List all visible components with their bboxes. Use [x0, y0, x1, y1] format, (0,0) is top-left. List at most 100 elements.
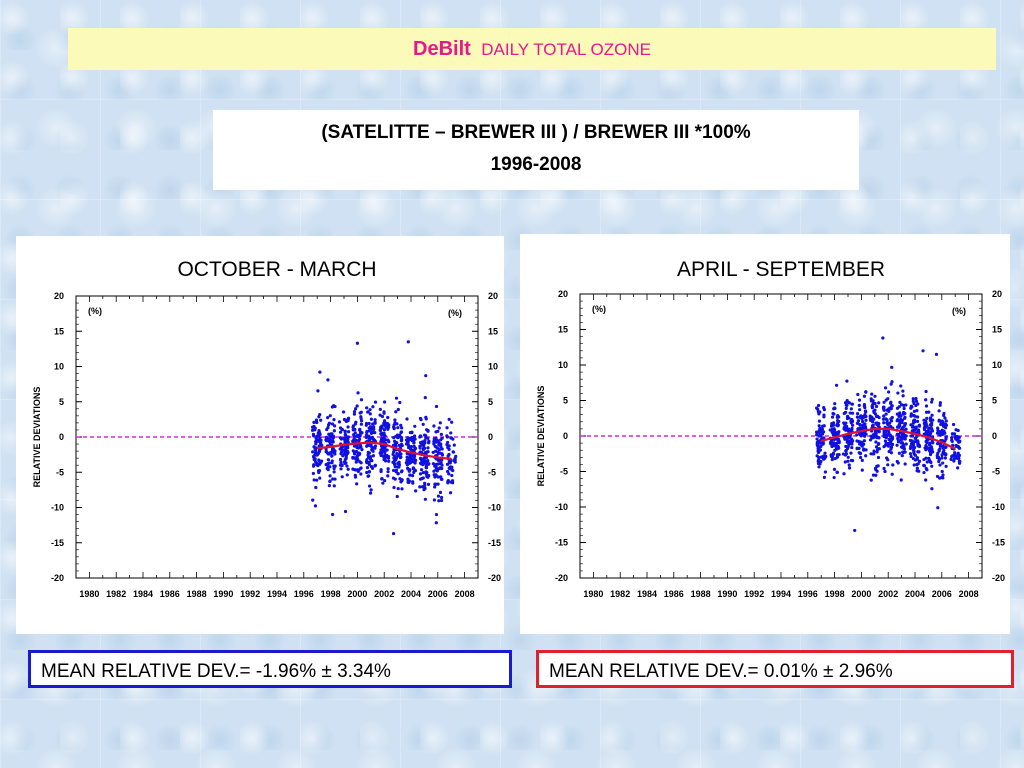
chart2-data-point	[856, 392, 860, 397]
chart-april-september: APRIL - SEPTEMBER 20 20 15 15 10 10 5 5 0 0 -5 -5 -10…	[536, 258, 1005, 599]
chart2-y-tick-label-right: 10	[992, 360, 1002, 370]
chart1-data-point	[408, 468, 412, 472]
chart2-data-point	[895, 419, 899, 423]
chart2-data-point	[822, 475, 826, 479]
chart2-data-point	[951, 422, 956, 427]
mean-deviation-left: MEAN RELATIVE DEV.= -1.96% ± 3.34%	[41, 661, 391, 682]
chart2-data-point	[819, 455, 823, 459]
chart1-data-point	[392, 450, 396, 454]
chart1-data-point	[324, 450, 328, 454]
chart2-data-point	[938, 403, 942, 407]
chart1-data-point	[394, 458, 398, 462]
chart1-data-point	[385, 455, 389, 459]
chart1-data-point	[318, 476, 322, 480]
chart1-data-point	[318, 441, 323, 445]
chart2-data-point	[884, 433, 888, 437]
chart2-y-tick-label-right: 0	[992, 431, 997, 441]
chart2-data-point	[843, 437, 847, 441]
chart1-data-point	[423, 441, 427, 445]
chart1-data-point	[451, 468, 455, 473]
chart1-data-point	[339, 462, 343, 466]
chart2-data-point	[896, 391, 900, 395]
chart1-data-point	[365, 429, 369, 434]
chart2-data-point	[940, 469, 944, 474]
chart2-data-point	[858, 427, 862, 431]
chart2-y-tick-label-right: -15	[992, 538, 1005, 548]
chart2-data-point	[916, 428, 921, 432]
chart1-data-point	[379, 468, 383, 472]
chart2-data-point	[828, 441, 833, 445]
chart1-y-tick-label-left: 20	[54, 291, 64, 301]
chart1-data-point	[346, 437, 350, 442]
chart2-data-point	[895, 459, 899, 464]
chart1-y-tick-label-right: -15	[488, 538, 501, 548]
chart1-data-point	[399, 452, 403, 456]
chart1-data-point	[313, 448, 318, 452]
chart1-y-tick-label-left: 5	[59, 397, 64, 407]
chart1-data-point	[366, 455, 371, 460]
chart2-data-point	[871, 403, 875, 407]
chart2-x-tick-label: 1980	[583, 589, 603, 599]
chart2-data-point	[950, 432, 955, 436]
chart1-data-point	[446, 440, 450, 445]
chart2-data-point	[833, 448, 837, 452]
chart1-y-tick-label-right: 5	[488, 397, 493, 407]
chart2-data-point	[930, 397, 934, 402]
chart1-data-point	[434, 467, 438, 472]
chart1-data-point	[437, 426, 441, 430]
chart1-data-point	[412, 456, 416, 461]
chart2-data-point	[902, 445, 906, 449]
chart2-data-point	[832, 442, 836, 446]
chart1-data-point	[341, 410, 346, 414]
chart1-x-tick-label: 1980	[79, 589, 99, 599]
chart1-data-point	[424, 415, 428, 419]
chart1-data-point	[366, 410, 370, 414]
chart1-data-point	[312, 453, 317, 457]
chart1-x-tick-label: 1984	[133, 589, 153, 599]
chart2-unit-label-right: (%)	[952, 306, 966, 316]
chart1-data-point	[357, 451, 361, 455]
chart2-unit-label-left: (%)	[592, 304, 606, 314]
chart2-data-point	[930, 487, 934, 491]
chart2-data-point	[855, 415, 859, 419]
chart1-y-axis-label: RELATIVE DEVIATIONS	[32, 387, 42, 488]
chart2-data-point	[897, 425, 901, 429]
chart1-data-point	[359, 419, 364, 423]
chart1-data-point	[435, 446, 440, 450]
chart1-data-point	[328, 414, 332, 418]
chart2-data-point	[903, 416, 907, 420]
chart1-data-point	[413, 437, 417, 441]
chart1-data-point	[331, 434, 336, 438]
chart1-data-point	[328, 474, 332, 478]
chart2-data-point	[864, 390, 868, 394]
chart1-data-point	[452, 459, 456, 463]
chart2-data-point	[958, 439, 962, 443]
chart2-data-point	[904, 427, 908, 431]
chart2-data-point	[874, 431, 878, 436]
chart2-data-point	[845, 427, 849, 431]
chart2-data-point	[912, 463, 916, 467]
chart1-data-point	[314, 485, 318, 490]
chart1-data-point	[413, 424, 417, 428]
chart2-data-point	[942, 411, 946, 416]
chart1-data-point	[346, 446, 350, 450]
chart1-data-point	[312, 424, 316, 428]
chart2-data-point	[863, 413, 867, 417]
chart1-data-point	[392, 427, 396, 431]
chart1-data-point	[371, 430, 375, 435]
chart1-data-point	[391, 452, 395, 457]
chart2-data-point	[903, 422, 907, 426]
chart2-data-point	[941, 473, 945, 477]
chart2-data-point	[856, 419, 861, 423]
chart1-outlier-point	[424, 374, 428, 378]
chart2-data-point	[890, 380, 894, 384]
chart2-y-axis-label: RELATIVE DEVIATIONS	[536, 386, 546, 487]
chart2-data-point	[927, 447, 932, 451]
chart2-data-point	[901, 394, 905, 398]
chart2-data-point	[822, 415, 826, 419]
chart2-data-point	[885, 418, 889, 422]
chart2-data-point	[924, 410, 929, 414]
chart2-data-point	[836, 414, 840, 418]
chart2-data-point	[862, 403, 867, 407]
chart2-x-tick-label: 2008	[959, 589, 979, 599]
